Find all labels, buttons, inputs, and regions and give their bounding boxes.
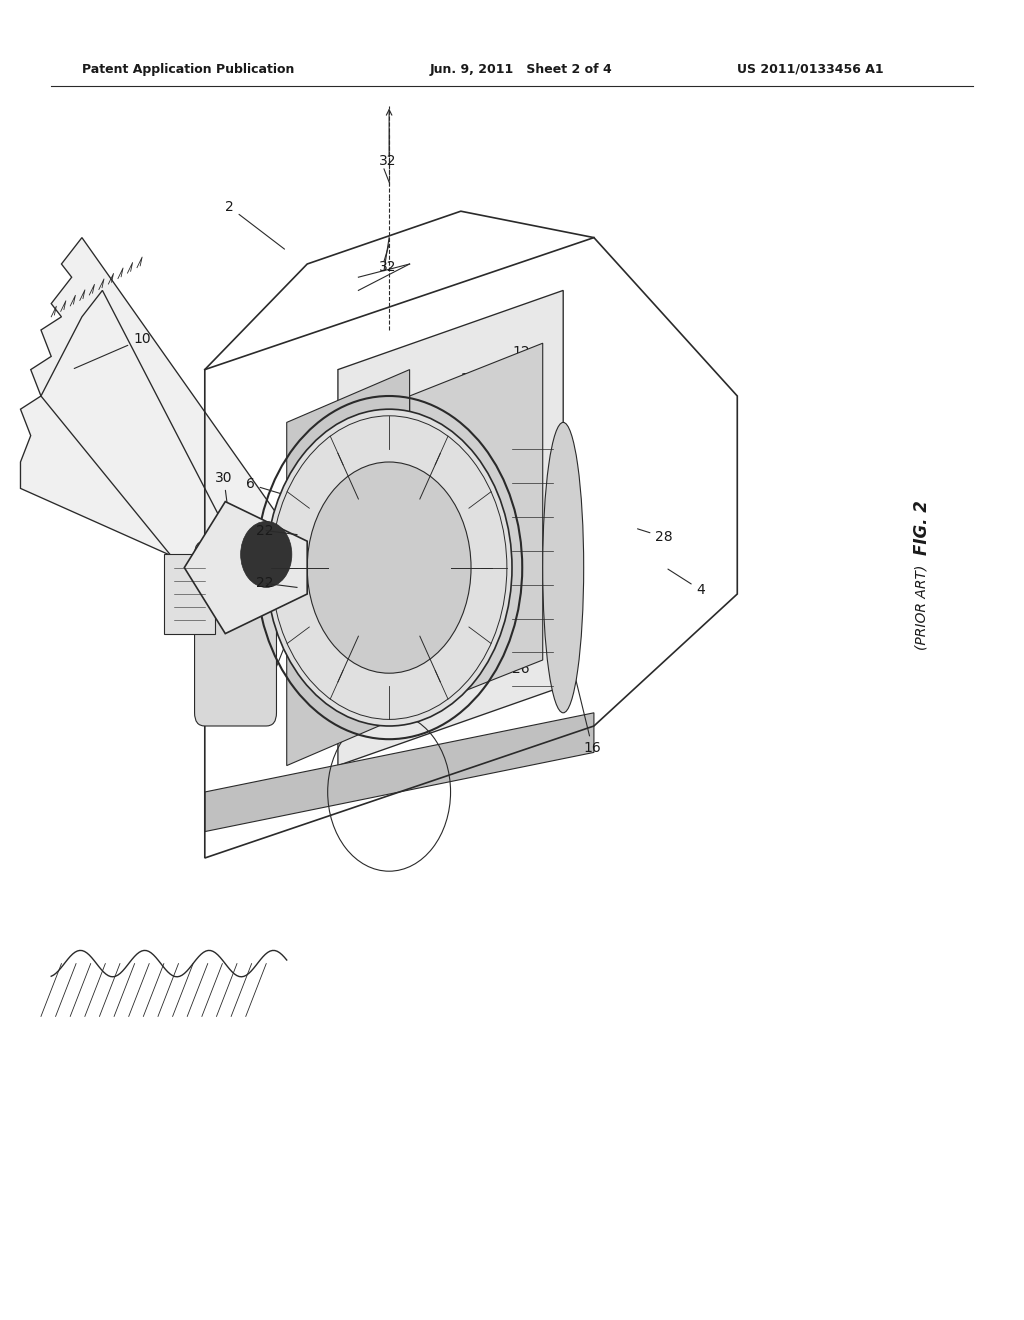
Text: 30: 30 (215, 471, 256, 723)
Text: 22: 22 (256, 524, 273, 537)
FancyBboxPatch shape (195, 541, 276, 726)
Polygon shape (41, 290, 266, 660)
Text: 22: 22 (256, 577, 273, 590)
Polygon shape (287, 370, 410, 766)
Text: (PRIOR ART): (PRIOR ART) (914, 565, 929, 649)
Text: 16: 16 (534, 504, 601, 755)
Text: 32: 32 (379, 154, 396, 168)
Text: 6: 6 (246, 478, 304, 500)
Text: Patent Application Publication: Patent Application Publication (82, 62, 294, 75)
Text: 18: 18 (256, 465, 357, 702)
Circle shape (307, 462, 471, 673)
Text: 24: 24 (432, 372, 478, 420)
Text: Jun. 9, 2011   Sheet 2 of 4: Jun. 9, 2011 Sheet 2 of 4 (430, 62, 612, 75)
Circle shape (241, 521, 292, 587)
Text: 32: 32 (379, 260, 396, 273)
Text: 2: 2 (225, 201, 285, 249)
Polygon shape (20, 238, 287, 607)
Text: 26: 26 (482, 544, 529, 676)
Text: 12: 12 (442, 346, 529, 408)
Text: US 2011/0133456 A1: US 2011/0133456 A1 (737, 62, 884, 75)
Polygon shape (410, 343, 543, 713)
Polygon shape (338, 290, 563, 766)
Text: 4: 4 (668, 569, 706, 597)
Bar (164, 554, 215, 634)
Text: 20: 20 (174, 597, 194, 636)
Ellipse shape (543, 422, 584, 713)
Text: 28: 28 (638, 529, 673, 544)
Polygon shape (205, 713, 594, 832)
Circle shape (266, 409, 512, 726)
Polygon shape (184, 502, 307, 634)
Text: FIG. 2: FIG. 2 (912, 500, 931, 556)
Text: 10: 10 (74, 333, 151, 368)
